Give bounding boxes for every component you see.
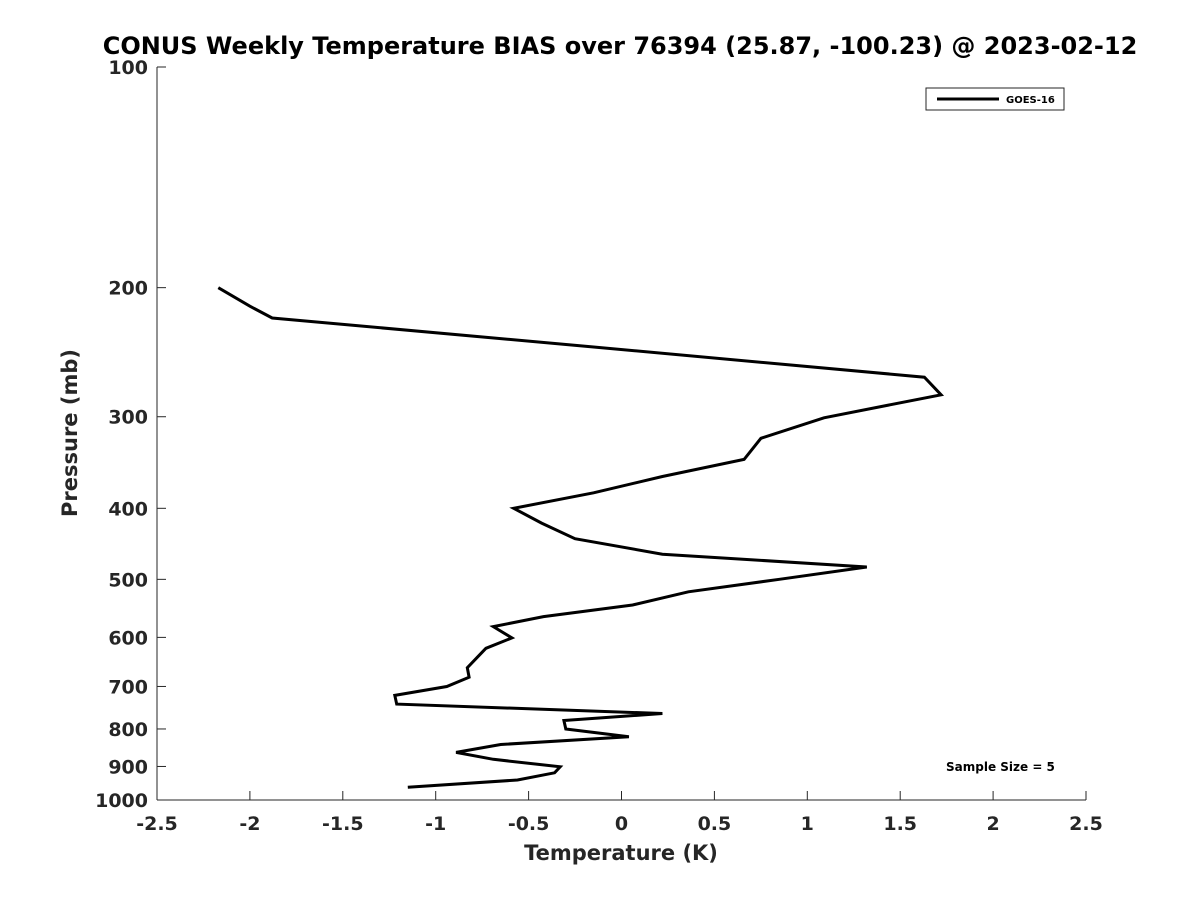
y-tick-label: 700 [108, 676, 148, 698]
y-tick-label: 400 [108, 498, 148, 520]
x-tick-label: 1.5 [883, 813, 917, 835]
legend-label-goes-16: GOES-16 [1006, 95, 1055, 106]
y-ticks: 100 200 300 400 500 600 700 800 900 1000 [95, 57, 166, 812]
axes: -2.5 -2 -1.5 -1 -0.5 0 0.5 1 1.5 2 2.5 100 200 300 40… [95, 57, 1103, 835]
x-tick-label: 1 [801, 813, 814, 835]
x-tick-label: 0.5 [698, 813, 732, 835]
x-tick-label: 2 [986, 813, 999, 835]
x-tick-label: 0 [615, 813, 628, 835]
y-tick-label: 100 [108, 57, 148, 79]
x-tick-label: -2 [239, 813, 260, 835]
series-layer [217, 286, 945, 789]
y-tick-label: 200 [108, 278, 148, 300]
x-tick-label: -0.5 [508, 813, 550, 835]
x-axis-label: Temperature (K) [524, 841, 718, 865]
y-tick-label: 500 [108, 569, 148, 591]
y-tick-label: 1000 [95, 790, 148, 812]
y-tick-label: 800 [108, 719, 148, 741]
series-line-goes-16 [217, 286, 945, 789]
y-tick-label: 900 [108, 756, 148, 778]
y-tick-label: 600 [108, 627, 148, 649]
y-tick-label: 300 [108, 407, 148, 429]
sample-size-annotation: Sample Size = 5 [946, 760, 1055, 774]
x-tick-label: -1 [425, 813, 446, 835]
legend: GOES-16 [925, 87, 1065, 111]
x-tick-label: -1.5 [322, 813, 364, 835]
x-ticks: -2.5 -2 -1.5 -1 -0.5 0 0.5 1 1.5 2 2.5 [136, 791, 1103, 835]
x-tick-label: -2.5 [136, 813, 178, 835]
x-tick-label: 2.5 [1069, 813, 1103, 835]
chart-title: CONUS Weekly Temperature BIAS over 76394… [103, 32, 1138, 60]
y-axis-label: Pressure (mb) [58, 349, 82, 517]
